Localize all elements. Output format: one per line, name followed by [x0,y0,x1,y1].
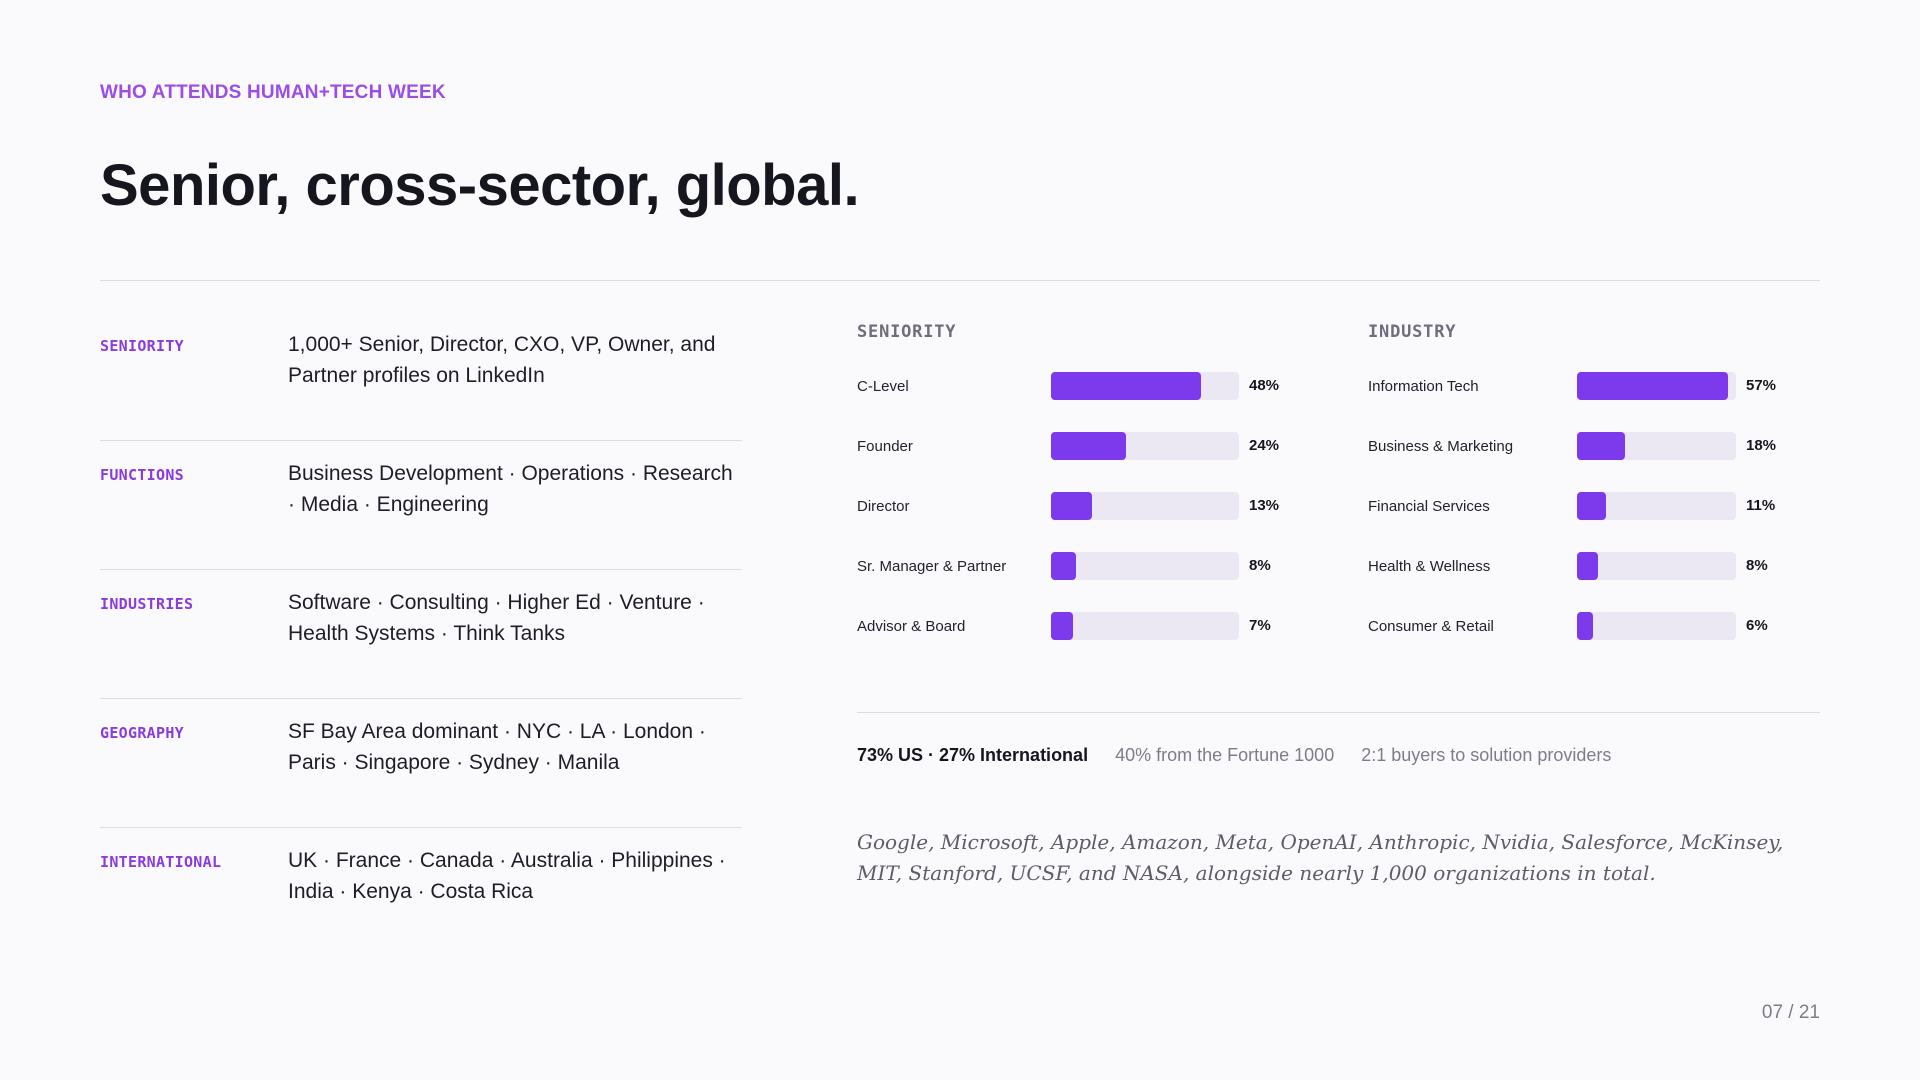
bar-value-label: 7% [1249,617,1271,634]
info-label: FUNCTIONS [100,466,184,484]
info-text: SF Bay Area dominant · NYC · LA · London… [288,720,706,774]
bar [1577,552,1599,580]
seniority-bar-chart: SENIORITY C-Level 48% Founder 24% Director 13… [857,322,1279,656]
bar-track [1577,552,1736,580]
bar-category-label: Consumer & Retail [1368,617,1494,635]
bar-track [1051,492,1239,520]
bar-row: Health & Wellness 8% [1368,536,1768,596]
bar [1051,432,1127,460]
bar-category-label: Director [857,497,910,515]
info-row-international: INTERNATIONAL UK · France · Canada · Aus… [100,828,742,957]
geo-split-stat: 73% US · 27% International [857,745,1089,765]
chart-bars: C-Level 48% Founder 24% Director 13% Sr. Manag… [857,356,1279,656]
chart-bars: Information Tech 57% Business & Marketing 1… [1368,356,1776,656]
bar-value-label: 48% [1249,377,1280,394]
bar [1577,432,1625,460]
info-label: INTERNATIONAL [100,853,222,871]
attendee-info-table: SENIORITY 1,000+ Senior, Director, CXO, … [100,312,742,957]
bar [1051,492,1092,520]
bar-category-label: Founder [857,437,913,455]
bar-category-label: C-Level [857,377,909,395]
bar-track [1577,612,1736,640]
bar [1051,612,1073,640]
bar [1051,552,1077,580]
bar-value-label: 13% [1249,497,1280,514]
bar-value-label: 24% [1249,437,1280,454]
bar-track [1051,612,1239,640]
bar [1577,492,1607,520]
chart-title: SENIORITY [857,322,957,342]
bar-track [1051,552,1239,580]
bar-track [1051,432,1239,460]
bar-value-label: 8% [1249,557,1271,574]
divider [100,280,1820,281]
bar-value-label: 18% [1746,437,1777,454]
bar-value-label: 11% [1746,497,1776,514]
info-row-geography: GEOGRAPHY SF Bay Area dominant · NYC · L… [100,699,742,828]
bar-category-label: Financial Services [1368,497,1490,515]
bar-row: C-Level 48% [857,356,1279,416]
info-text: 1,000+ Senior, Director, CXO, VP, Owner,… [288,333,716,387]
eyebrow-label: WHO ATTENDS HUMAN+TECH WEEK [100,82,446,103]
bar-value-label: 6% [1746,617,1768,634]
info-row-functions: FUNCTIONS Business Development · Operati… [100,441,742,570]
bar-row: Financial Services 11% [1368,476,1775,536]
bar-value-label: 8% [1746,557,1768,574]
info-row-seniority: SENIORITY 1,000+ Senior, Director, CXO, … [100,312,742,441]
divider [857,712,1820,713]
bar-row: Information Tech 57% [1368,356,1776,416]
bar [1577,372,1729,400]
fortune-stat: 40% from the Fortune 1000 [1115,745,1335,765]
bar-category-label: Advisor & Board [857,617,966,635]
bar-category-label: Health & Wellness [1368,557,1491,575]
bar-category-label: Information Tech [1368,377,1479,395]
bar-track [1577,372,1736,400]
bar-category-label: Business & Marketing [1368,437,1514,455]
ratio-stat: 2:1 buyers to solution providers [1361,745,1612,765]
info-label: SENIORITY [100,337,184,355]
chart-title: INDUSTRY [1368,322,1457,342]
bar-row: Sr. Manager & Partner 8% [857,536,1271,596]
bar [1577,612,1593,640]
info-label: GEOGRAPHY [100,724,184,742]
bar-track [1577,432,1736,460]
info-label: INDUSTRIES [100,595,194,613]
info-text: Business Development · Operations · Rese… [288,462,733,516]
page-number: 07 / 21 [1761,1002,1820,1023]
info-text: Software · Consulting · Higher Ed · Vent… [288,591,705,645]
bar-track [1051,372,1239,400]
info-text: UK · France · Canada · Australia · Phili… [288,849,726,903]
bar-row: Founder 24% [857,416,1279,476]
summary-stats: 73% US · 27% International 40% from the … [857,745,1611,766]
bar-track [1577,492,1736,520]
industry-bar-chart: INDUSTRY Information Tech 57% Business & M… [1368,322,1776,656]
organizations-text: Google, Microsoft, Apple, Amazon, Meta, … [857,830,1784,885]
info-row-industries: INDUSTRIES Software · Consulting · Highe… [100,570,742,699]
page-title: Senior, cross-sector, global. [100,153,860,218]
bar-row: Advisor & Board 7% [857,596,1271,656]
bar-row: Business & Marketing 18% [1368,416,1776,476]
bar-row: Consumer & Retail 6% [1368,596,1768,656]
bar-value-label: 57% [1746,377,1777,394]
bar-row: Director 13% [857,476,1279,536]
bar-category-label: Sr. Manager & Partner [857,557,1007,575]
bar [1051,372,1202,400]
